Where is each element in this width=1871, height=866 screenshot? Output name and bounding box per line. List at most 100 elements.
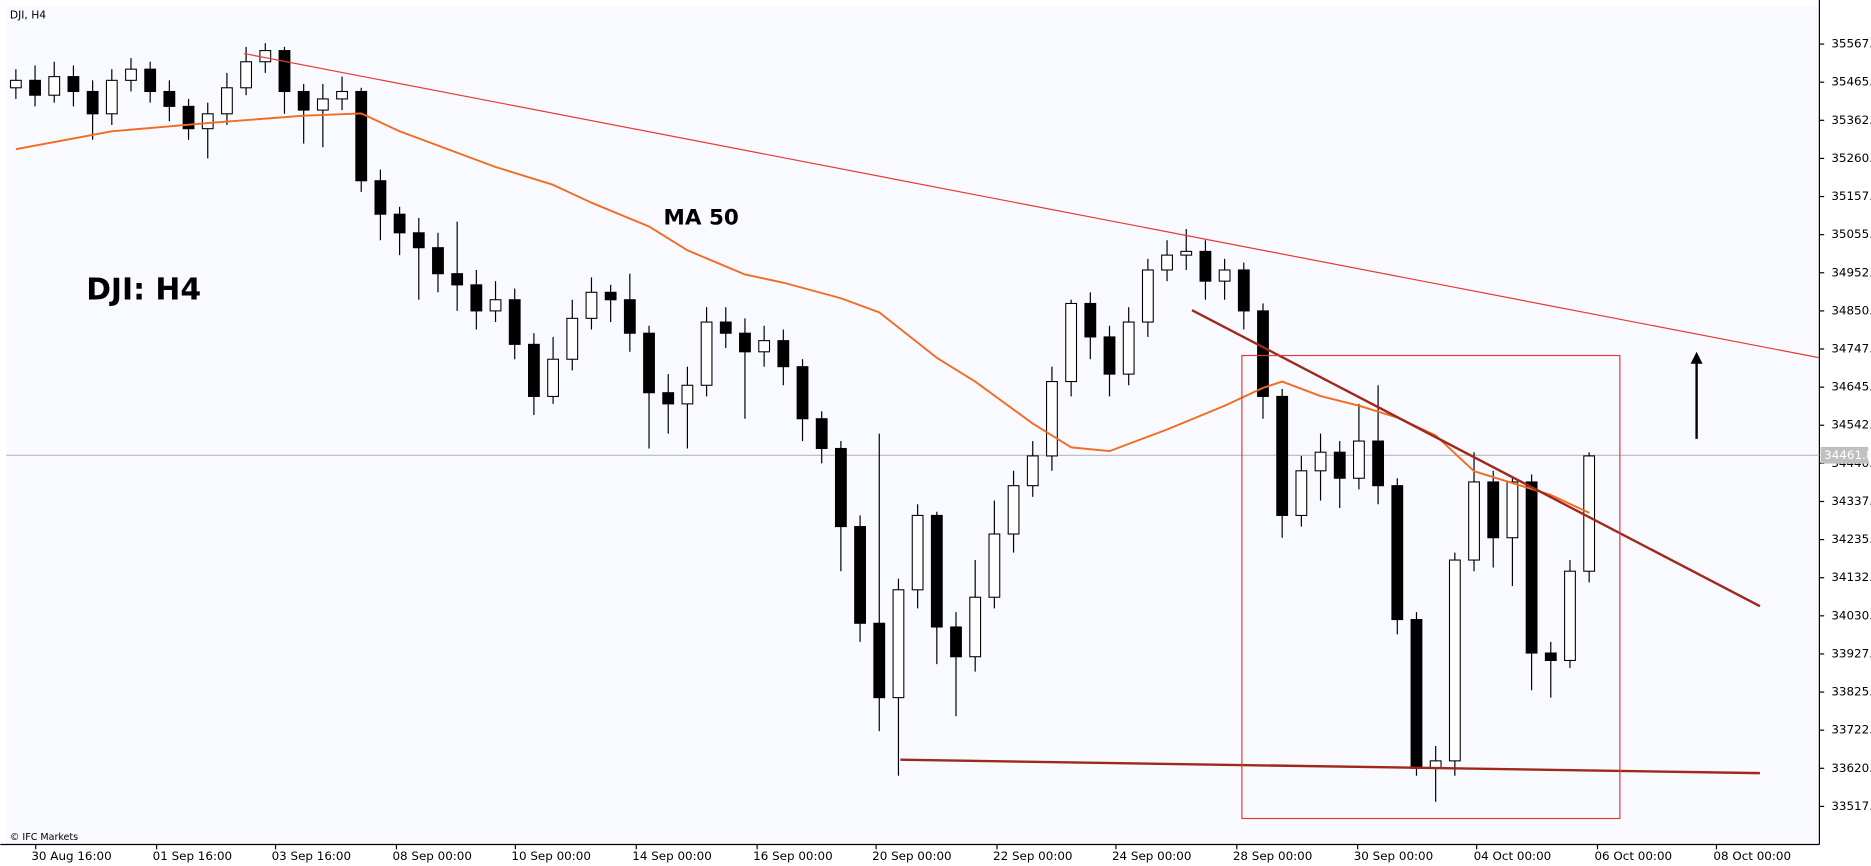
x-tick-label: 01 Sep 16:00 xyxy=(153,849,232,863)
y-tick-label: 35055.0 xyxy=(1831,227,1871,241)
candle-body xyxy=(221,87,233,115)
last-price-tag xyxy=(1820,446,1869,464)
candle-body xyxy=(1141,269,1154,323)
x-tick-label: 04 Oct 00:00 xyxy=(1474,849,1552,863)
x-tick-label: 06 Oct 00:00 xyxy=(1594,849,1672,863)
candle-body xyxy=(758,340,771,353)
y-tick-label: 34235.0 xyxy=(1831,532,1871,546)
x-tick-label: 24 Sep 00:00 xyxy=(1112,849,1191,863)
candle-body xyxy=(892,589,905,699)
candle-body xyxy=(643,332,655,394)
candle-body xyxy=(374,180,387,215)
candle-body xyxy=(1199,250,1212,282)
arrow-head xyxy=(1690,351,1703,364)
trend-line xyxy=(900,758,1760,775)
candle-body xyxy=(796,366,809,420)
candle-body xyxy=(1410,619,1423,769)
candle-body xyxy=(201,113,214,130)
candle-body xyxy=(1564,570,1576,661)
candle-body xyxy=(1544,652,1557,661)
candle-body xyxy=(1084,302,1097,338)
candle-body xyxy=(1506,481,1519,539)
y-tick-label: 35260.0 xyxy=(1831,151,1871,165)
candle-body xyxy=(1391,485,1404,621)
candle-body xyxy=(1046,381,1058,457)
candle-body xyxy=(527,343,540,397)
candle-body xyxy=(29,79,41,96)
trend-line xyxy=(244,52,1820,359)
source-label: © IFC Markets xyxy=(10,832,78,843)
candle-body xyxy=(451,273,464,286)
x-tick-label: 28 Sep 00:00 xyxy=(1233,849,1312,863)
candle-body xyxy=(1448,559,1461,762)
candle-body xyxy=(585,291,598,319)
candle-body xyxy=(1161,254,1173,271)
candle-body xyxy=(988,533,1001,598)
candle-body xyxy=(163,90,176,107)
y-tick-label: 34850.0 xyxy=(1831,303,1871,317)
y-tick-label: 33825.0 xyxy=(1831,685,1871,699)
candle-body xyxy=(1007,485,1020,535)
candle-body xyxy=(259,50,272,63)
ma-line xyxy=(15,112,1590,514)
x-tick-label: 08 Sep 00:00 xyxy=(392,849,471,863)
x-tick-label: 30 Aug 16:00 xyxy=(31,849,111,863)
candle-body xyxy=(125,68,137,81)
candle-body xyxy=(930,514,943,628)
candle-body xyxy=(1583,455,1596,572)
y-tick-label: 34337.5 xyxy=(1831,494,1871,508)
x-tick-label: 10 Sep 00:00 xyxy=(511,849,590,863)
candle-body xyxy=(105,79,118,115)
candle-body xyxy=(336,90,348,100)
candle-body xyxy=(86,90,99,115)
candle-body xyxy=(739,332,751,353)
candle-body xyxy=(278,50,291,93)
candle-body xyxy=(1525,481,1538,654)
plot-area xyxy=(6,5,1820,845)
candle-body xyxy=(719,321,732,334)
candle-body xyxy=(623,299,636,334)
chart-title: DJI, H4 xyxy=(10,9,46,22)
candle-body xyxy=(48,76,61,96)
candle-body xyxy=(144,68,157,93)
candle-body xyxy=(969,596,982,658)
candle-body xyxy=(662,392,675,405)
candle-body xyxy=(1180,250,1193,256)
y-tick-label: 34747.5 xyxy=(1831,342,1871,356)
candle-body xyxy=(432,247,444,275)
candle-body xyxy=(1103,336,1116,375)
y-tick-label: 35465.0 xyxy=(1831,75,1871,89)
trend-line xyxy=(1191,309,1761,608)
ma-label: MA 50 xyxy=(664,205,739,230)
candle-body xyxy=(681,384,694,405)
candle-body xyxy=(547,358,560,397)
candle-body xyxy=(393,213,406,234)
y-tick-label: 35157.5 xyxy=(1831,189,1871,203)
y-tick-label: 33927.5 xyxy=(1831,646,1871,660)
candle-body xyxy=(1487,481,1500,539)
candle-body xyxy=(834,447,847,528)
candle-body xyxy=(1257,310,1269,397)
candle-body xyxy=(950,626,962,658)
y-tick-label: 33722.5 xyxy=(1831,723,1871,737)
y-tick-label: 34952.5 xyxy=(1831,265,1871,279)
highlight-box xyxy=(1241,354,1621,820)
x-tick-label: 03 Sep 16:00 xyxy=(272,849,351,863)
candle-body xyxy=(1122,321,1135,375)
candle-body xyxy=(9,79,22,89)
y-tick-label: 33517.5 xyxy=(1831,799,1871,813)
candle-body xyxy=(1468,481,1480,561)
x-tick-label: 20 Sep 00:00 xyxy=(872,849,951,863)
candle-body xyxy=(489,299,502,312)
candle-body xyxy=(777,340,790,368)
candle-body xyxy=(1218,269,1231,282)
chart-label: DJI: H4 xyxy=(86,273,201,308)
y-tick-label: 34542.5 xyxy=(1831,418,1871,432)
candle-body xyxy=(1314,451,1327,472)
last-price-label: 34461.8 xyxy=(1824,448,1871,462)
candle-body xyxy=(700,321,713,386)
candle-body xyxy=(412,232,425,249)
candle-body xyxy=(911,514,924,591)
